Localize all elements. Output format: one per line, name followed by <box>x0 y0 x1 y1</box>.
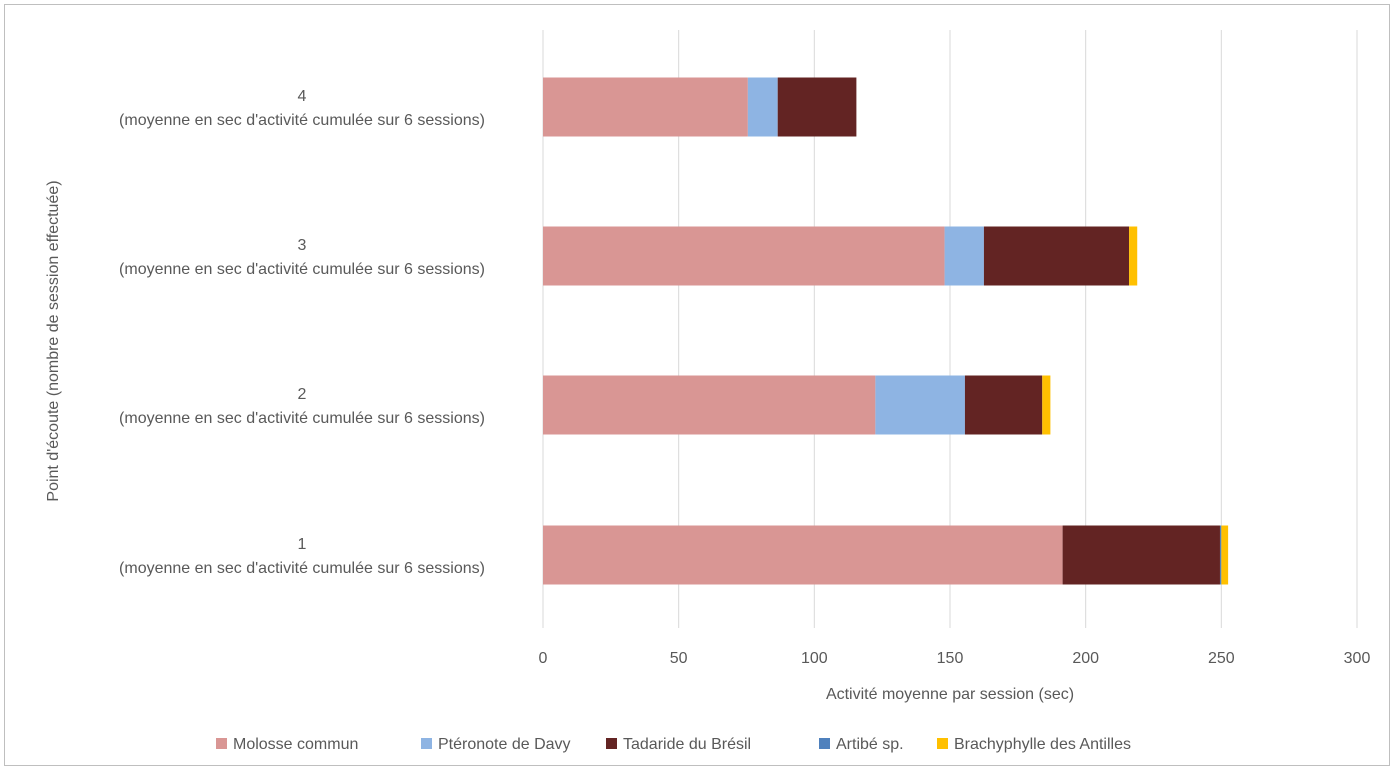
x-tick-label: 0 <box>539 650 548 667</box>
legend-swatch <box>937 738 948 749</box>
legend-swatch <box>606 738 617 749</box>
category-label: (moyenne en sec d'activité cumulée sur 6… <box>119 112 485 129</box>
category-label: 1 <box>298 536 307 553</box>
category-label: (moyenne en sec d'activité cumulée sur 6… <box>119 560 485 577</box>
bar-segment <box>543 375 876 435</box>
category-label: 3 <box>298 237 307 254</box>
x-tick-label: 300 <box>1344 650 1371 667</box>
bar-segment <box>543 77 748 137</box>
bar-segment <box>777 77 857 137</box>
bar-segment <box>747 77 778 137</box>
bar-segment <box>1221 525 1229 585</box>
bar-segment <box>1129 226 1138 286</box>
y-axis-title: Point d'écoute (nombre de session effect… <box>45 180 62 501</box>
category-label: 2 <box>298 386 307 403</box>
bar-segment <box>944 226 984 286</box>
bar-segment <box>1062 525 1220 585</box>
x-tick-label: 50 <box>670 650 688 667</box>
category-label: (moyenne en sec d'activité cumulée sur 6… <box>119 261 485 278</box>
bar-segment <box>543 525 1063 585</box>
bar-segment <box>964 375 1043 435</box>
x-tick-label: 150 <box>937 650 964 667</box>
legend-label: Brachyphylle des Antilles <box>954 736 1131 753</box>
legend-label: Molosse commun <box>233 736 358 753</box>
bar-segment <box>875 375 965 435</box>
x-axis-title: Activité moyenne par session (sec) <box>826 686 1074 703</box>
bar-segment <box>543 226 945 286</box>
legend-swatch <box>421 738 432 749</box>
bar-segment <box>1219 525 1222 585</box>
legend-label: Ptéronote de Davy <box>438 736 571 753</box>
x-tick-label: 200 <box>1072 650 1099 667</box>
legend-label: Artibé sp. <box>836 736 904 753</box>
bar-segment <box>1042 375 1051 435</box>
bar-segment <box>983 226 1130 286</box>
x-tick-label: 100 <box>801 650 828 667</box>
category-label: 4 <box>298 88 307 105</box>
legend-swatch <box>819 738 830 749</box>
legend-label: Tadaride du Brésil <box>623 736 751 753</box>
x-tick-label: 250 <box>1208 650 1235 667</box>
legend-swatch <box>216 738 227 749</box>
category-label: (moyenne en sec d'activité cumulée sur 6… <box>119 410 485 427</box>
